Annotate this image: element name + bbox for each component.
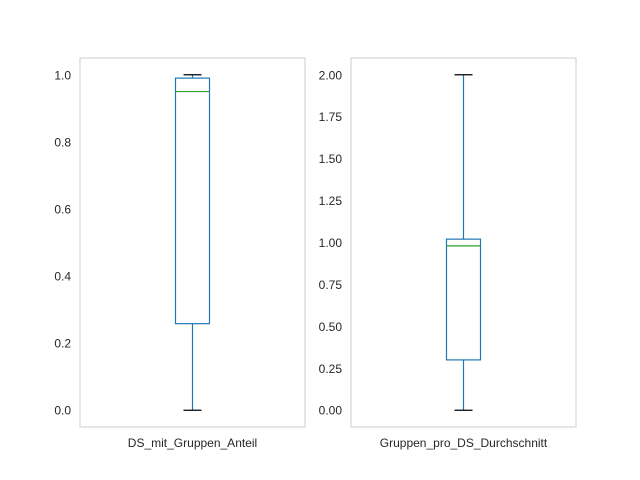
- y-tick-label: 1.75: [319, 110, 343, 124]
- x-category-label: Gruppen_pro_DS_Durchschnitt: [380, 436, 548, 450]
- iqr-box: [174, 77, 211, 325]
- iqr-box: [445, 238, 482, 361]
- y-tick-label: 0.8: [54, 135, 71, 149]
- y-tick-label: 1.00: [319, 236, 343, 250]
- y-tick-label: 0.2: [54, 337, 71, 351]
- y-tick-label: 0.4: [54, 270, 71, 284]
- y-tick-label: 1.50: [319, 152, 343, 166]
- x-category-label: DS_mit_Gruppen_Anteil: [128, 436, 257, 450]
- box-element: [445, 74, 482, 411]
- boxplot-panel-ds-mit-gruppen-anteil: 0.0 0.2 0.4 0.6 0.8 1.0 DS_mit_Gruppen_Anteil: [54, 57, 306, 450]
- y-tick-label: 2.00: [319, 68, 343, 82]
- y-tick-label: 0.00: [319, 404, 343, 418]
- y-tick-label: 0.50: [319, 320, 343, 334]
- y-tick-label: 0.75: [319, 278, 343, 292]
- y-tick-labels: 0.0 0.2 0.4 0.6 0.8 1.0: [54, 68, 71, 417]
- y-tick-label: 1.25: [319, 194, 343, 208]
- y-tick-label: 0.25: [319, 362, 343, 376]
- y-tick-label: 1.0: [54, 68, 71, 82]
- y-tick-label: 0.6: [54, 202, 71, 216]
- box-element: [174, 74, 211, 411]
- y-tick-label: 0.0: [54, 404, 71, 418]
- y-tick-labels: 0.00 0.25 0.50 0.75 1.00 1.25 1.50 1.75 2.00: [319, 68, 343, 417]
- plot-frame: [79, 57, 306, 428]
- plot-frame: [350, 57, 577, 428]
- boxplot-panel-gruppen-pro-ds-durchschnitt: 0.00 0.25 0.50 0.75 1.00 1.25 1.50 1.75 2.00 Gru…: [319, 57, 577, 450]
